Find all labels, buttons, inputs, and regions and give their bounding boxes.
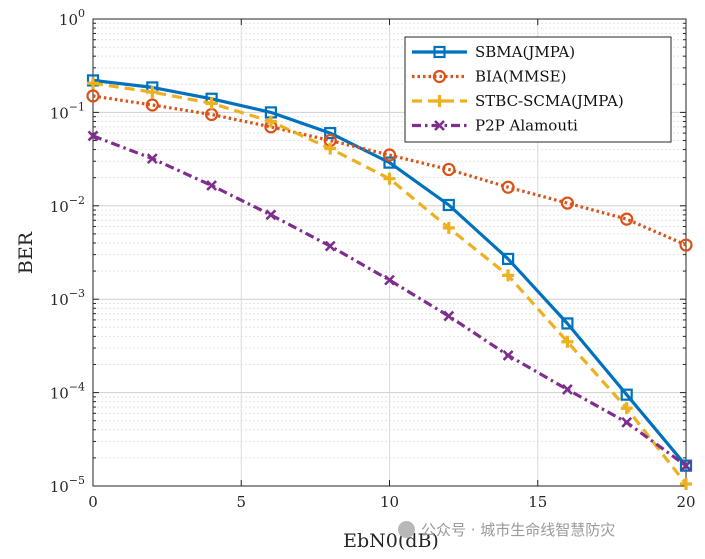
y-tick-base: 10 (50, 385, 69, 403)
x-tick-label: 10 (380, 493, 399, 511)
y-tick-label: 10−1 (50, 100, 85, 122)
marker-plus (620, 402, 633, 415)
marker-x (680, 460, 692, 472)
y-axis-title: BER (15, 231, 37, 274)
legend-label: SBMA(JMPA) (475, 43, 575, 61)
legend-label: P2P Alamouti (475, 117, 578, 135)
axis-ticks (92, 18, 687, 487)
y-tick-label: 100 (59, 7, 85, 29)
marker-circle (501, 180, 515, 194)
marker-circle (432, 69, 447, 84)
x-tick-label: 5 (236, 493, 246, 511)
x-tick-label: 20 (676, 493, 695, 511)
x-tick-label: 0 (88, 493, 98, 511)
series-line (92, 94, 687, 247)
y-tick-label: 10−4 (50, 381, 85, 403)
marker-plus (442, 221, 455, 234)
marker-x (621, 416, 633, 428)
x-tick-labels: 0 5 10 15 20 (88, 493, 695, 511)
data-series (86, 74, 693, 491)
series-4 (87, 130, 692, 472)
marker-x (502, 350, 514, 361)
legend-entry: STBC-SCMA(JMPA) (412, 92, 624, 110)
marker-plus (502, 269, 515, 282)
marker-x (206, 180, 218, 191)
marker-x (561, 384, 573, 395)
y-tick-label: 10−2 (50, 194, 85, 216)
marker-circle (145, 98, 159, 112)
marker-plus (680, 478, 692, 491)
marker-circle (86, 89, 100, 103)
marker-plus (87, 77, 99, 90)
series-line (92, 78, 688, 467)
marker-plus (383, 172, 396, 185)
y-tick-base: 10 (50, 104, 69, 122)
marker-square (324, 127, 337, 140)
marker-square (561, 317, 574, 330)
marker-plus (324, 142, 337, 155)
marker-circle (442, 162, 456, 177)
y-tick-exponent: −4 (69, 381, 85, 394)
legend: SBMA(JMPA) BIA(MMSE) STBC-SCMA(JMPA) P2P Al… (404, 36, 672, 143)
marker-square (433, 45, 446, 59)
marker-x (146, 153, 158, 165)
y-tick-exponent: −3 (69, 287, 85, 300)
wechat-icon (398, 521, 415, 538)
y-tick-base: 10 (50, 478, 69, 496)
marker-square (383, 156, 396, 169)
watermark: 公众号 · 城市生命线智慧防灾 (398, 519, 615, 540)
marker-x (324, 240, 336, 252)
x-axis-title: EbN0(dB) (343, 530, 439, 552)
series-line (92, 81, 688, 485)
y-tick-exponent: −5 (69, 474, 85, 487)
legend-box (404, 36, 672, 143)
marker-plus (205, 97, 218, 110)
marker-x (384, 274, 395, 286)
marker-plus (146, 86, 159, 99)
marker-x (87, 130, 99, 142)
marker-plus (561, 335, 574, 348)
marker-square (620, 388, 633, 401)
marker-plus (264, 115, 277, 128)
marker-circle (679, 238, 693, 252)
legend-entry: SBMA(JMPA) (412, 43, 575, 61)
y-tick-exponent: −1 (69, 100, 85, 113)
marker-circle (620, 212, 634, 226)
marker-x (434, 120, 445, 131)
marker-circle (560, 196, 575, 210)
legend-entry: BIA(MMSE) (412, 68, 566, 86)
series-2 (86, 89, 693, 252)
series-3 (87, 77, 692, 491)
legend-label: BIA(MMSE) (475, 68, 566, 86)
legend-entry: P2P Alamouti (412, 117, 578, 135)
marker-x (443, 310, 455, 322)
y-tick-exponent: 0 (78, 7, 85, 20)
y-tick-base: 10 (59, 11, 78, 29)
marker-x (265, 209, 277, 221)
watermark-text: 公众号 · 城市生命线智慧防灾 (421, 521, 616, 539)
y-tick-base: 10 (50, 198, 69, 216)
marker-plus (433, 95, 446, 107)
series-1 (86, 74, 693, 472)
marker-square (502, 252, 515, 266)
marker-circle (382, 148, 397, 162)
marker-square (679, 459, 693, 472)
y-tick-exponent: −2 (69, 194, 85, 207)
y-tick-label: 10−3 (50, 287, 85, 309)
x-tick-label: 15 (528, 493, 547, 511)
legend-label: STBC-SCMA(JMPA) (475, 92, 624, 110)
y-tick-label: 10−5 (50, 474, 85, 496)
y-tick-base: 10 (50, 291, 69, 309)
marker-square (442, 198, 455, 212)
